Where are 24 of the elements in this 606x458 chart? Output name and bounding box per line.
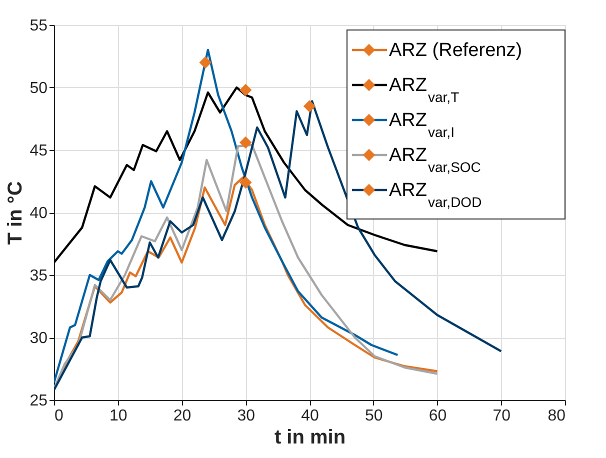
y-tick-label: 55 <box>30 18 48 34</box>
x-tick-label: 30 <box>237 408 256 424</box>
y-tick-label: 50 <box>30 80 48 97</box>
x-tick-label: 60 <box>428 408 447 424</box>
point <box>240 176 252 189</box>
x-tick-label: 20 <box>173 408 192 424</box>
x-tick-label: 80 <box>548 408 566 424</box>
x-tick-label: 10 <box>109 408 128 424</box>
y-tick-label: 35 <box>30 268 48 284</box>
x-tick-label: 40 <box>301 408 319 424</box>
y-tick-label: 25 <box>30 392 48 410</box>
legend-label: ARZ (Referenz) <box>389 40 522 61</box>
point <box>303 100 316 112</box>
x-tick-label: 70 <box>492 408 511 424</box>
y-tick-label: 45 <box>30 142 48 160</box>
x-axis-title: t in min <box>274 426 346 448</box>
y-axis-title: T in °C <box>4 181 27 245</box>
y-tick-label: 40 <box>30 205 48 222</box>
x-tick-label: 0 <box>54 408 64 424</box>
point <box>240 136 252 149</box>
point <box>240 84 252 96</box>
y-tick-label: 30 <box>30 330 48 347</box>
point <box>199 56 212 69</box>
x-tick-label: 50 <box>364 408 383 424</box>
